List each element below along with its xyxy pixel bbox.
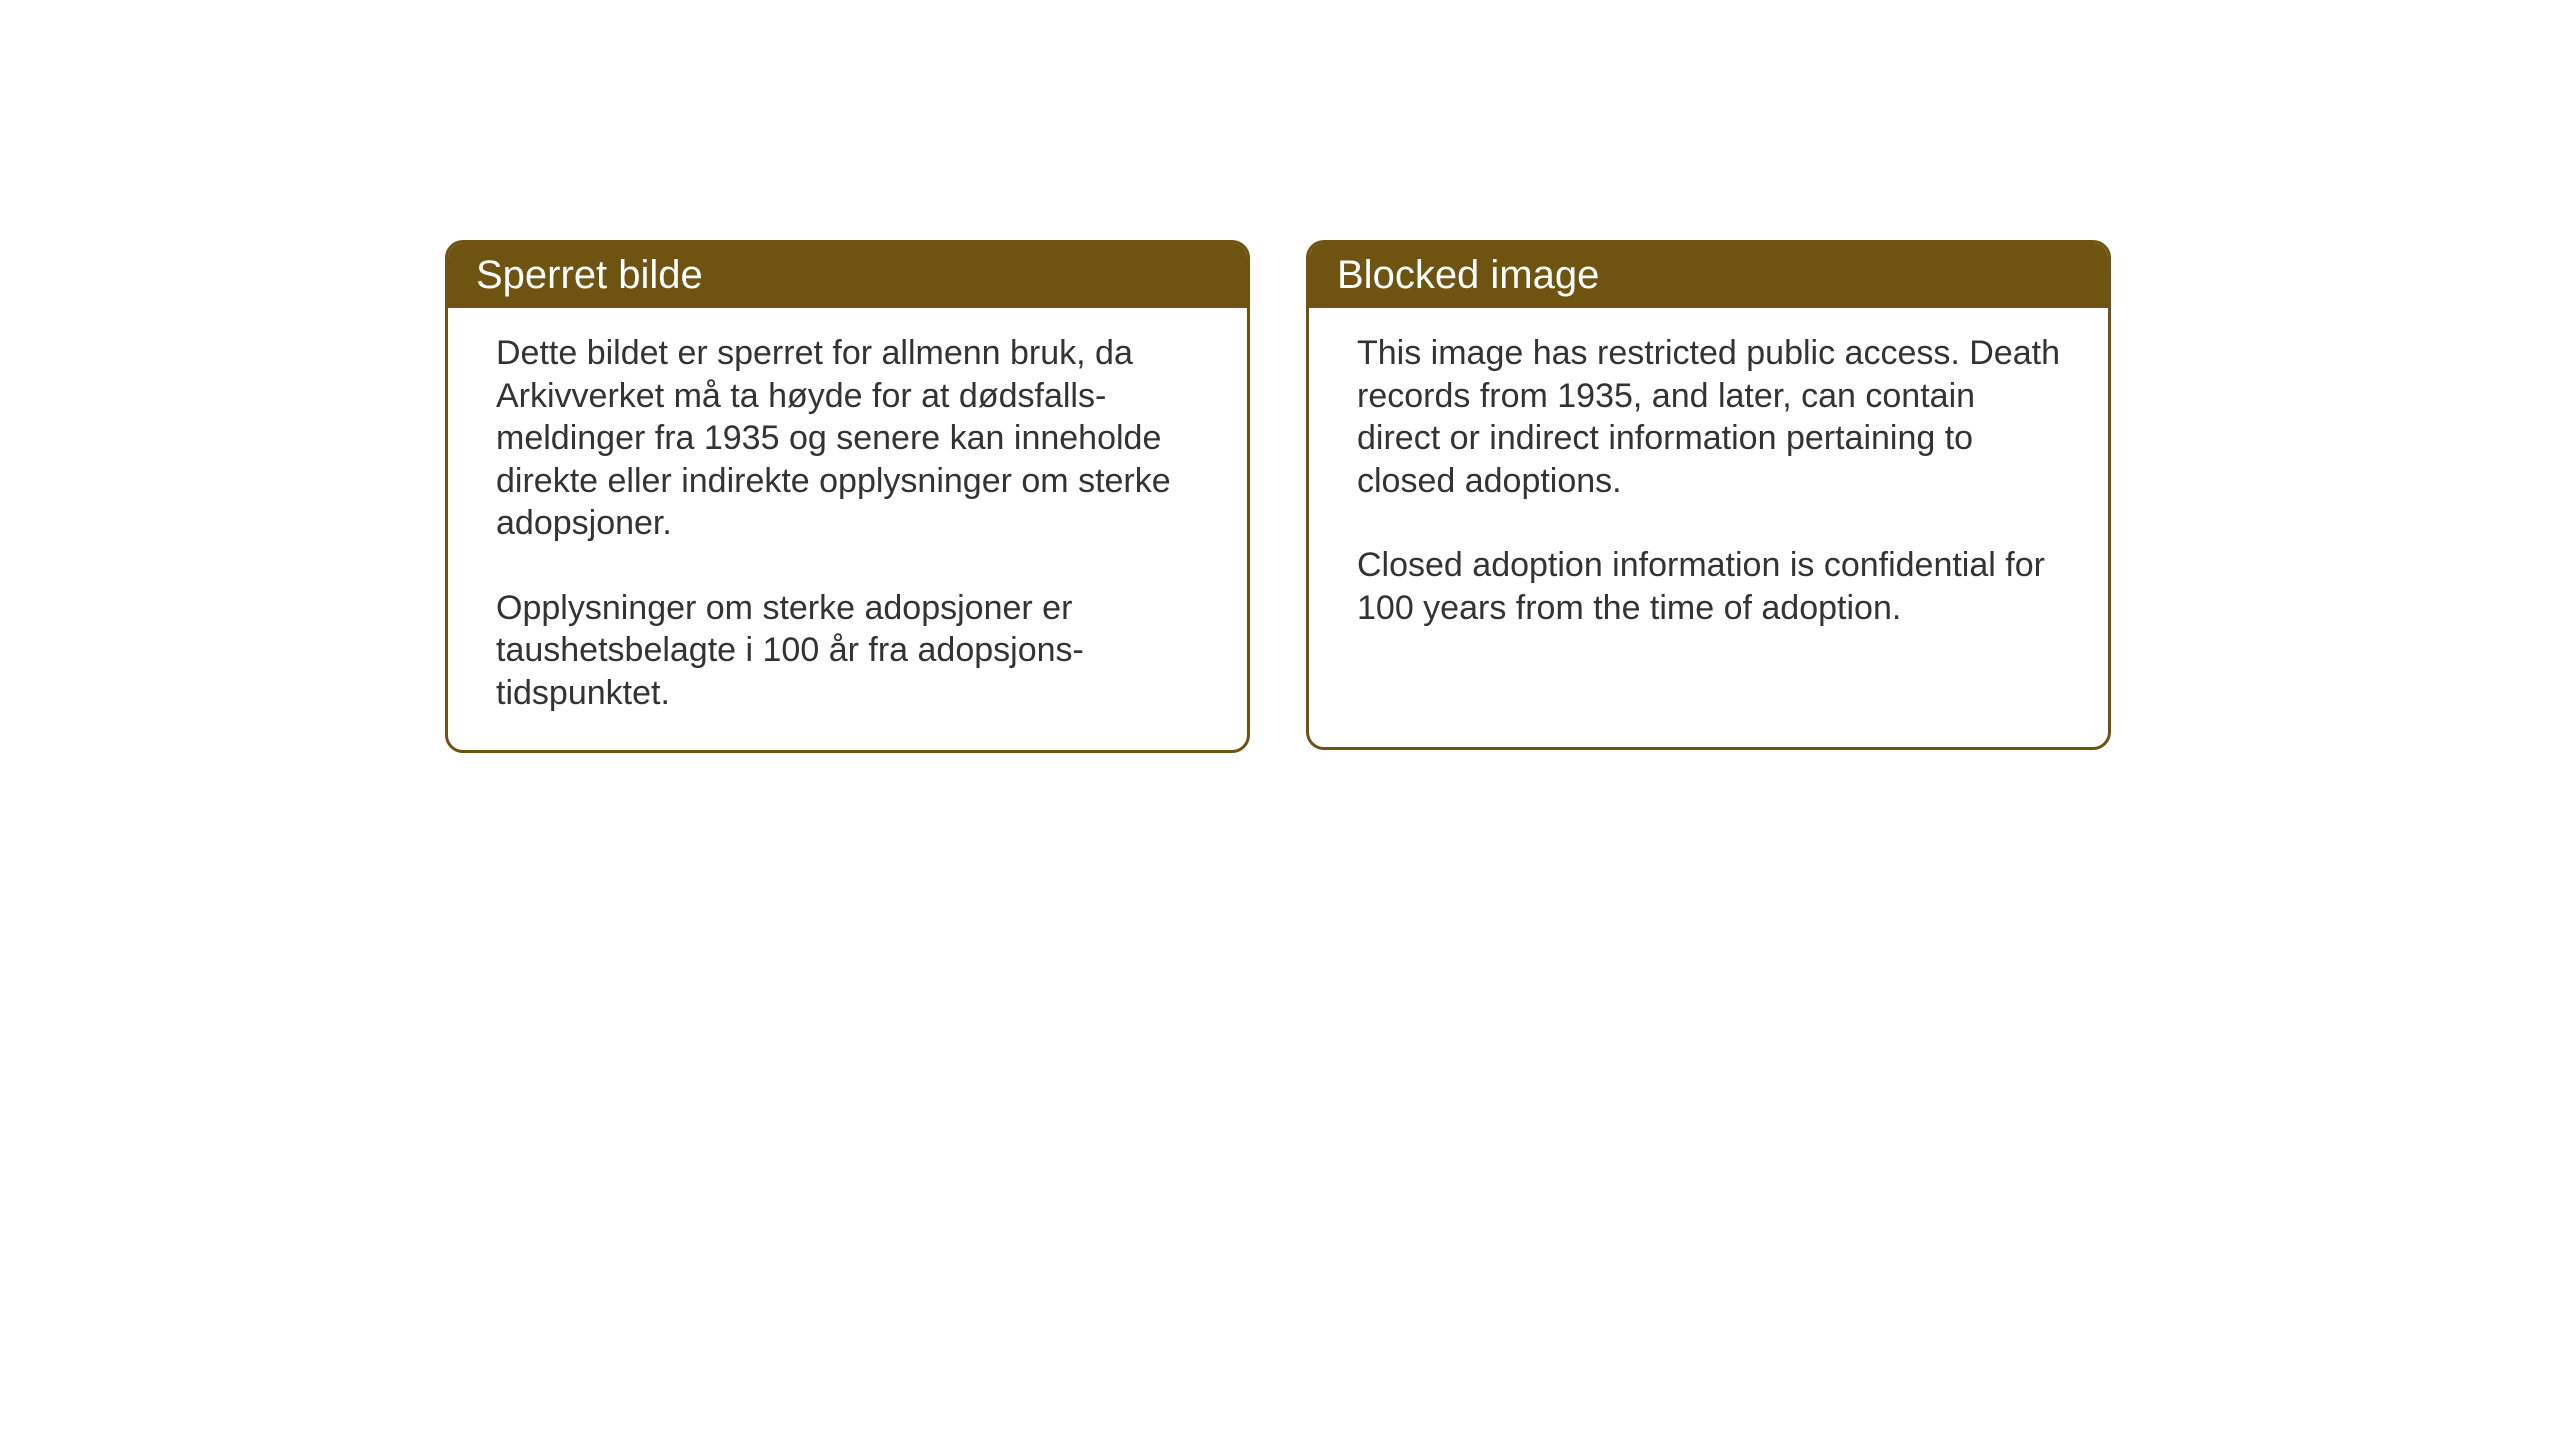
card-paragraph-english-1: This image has restricted public access.… [1357,332,2060,502]
card-paragraph-english-2: Closed adoption information is confident… [1357,544,2060,629]
card-header-norwegian: Sperret bilde [448,243,1247,308]
card-title-english: Blocked image [1337,253,1599,297]
notice-card-container: Sperret bilde Dette bildet er sperret fo… [445,240,2111,753]
notice-card-english: Blocked image This image has restricted … [1306,240,2111,750]
card-body-english: This image has restricted public access.… [1309,308,2108,665]
notice-card-norwegian: Sperret bilde Dette bildet er sperret fo… [445,240,1250,753]
card-paragraph-norwegian-2: Opplysninger om sterke adopsjoner er tau… [496,587,1199,715]
card-body-norwegian: Dette bildet er sperret for allmenn bruk… [448,308,1247,750]
card-paragraph-norwegian-1: Dette bildet er sperret for allmenn bruk… [496,332,1199,545]
card-title-norwegian: Sperret bilde [476,253,703,297]
card-header-english: Blocked image [1309,243,2108,308]
